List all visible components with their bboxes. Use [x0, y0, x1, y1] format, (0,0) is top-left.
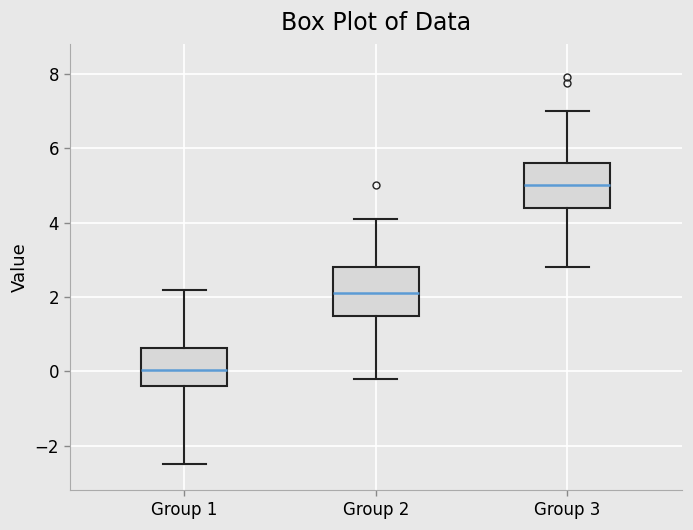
PathPatch shape [141, 348, 227, 385]
Title: Box Plot of Data: Box Plot of Data [281, 11, 471, 35]
PathPatch shape [333, 267, 419, 315]
PathPatch shape [524, 163, 610, 208]
Y-axis label: Value: Value [11, 242, 29, 292]
